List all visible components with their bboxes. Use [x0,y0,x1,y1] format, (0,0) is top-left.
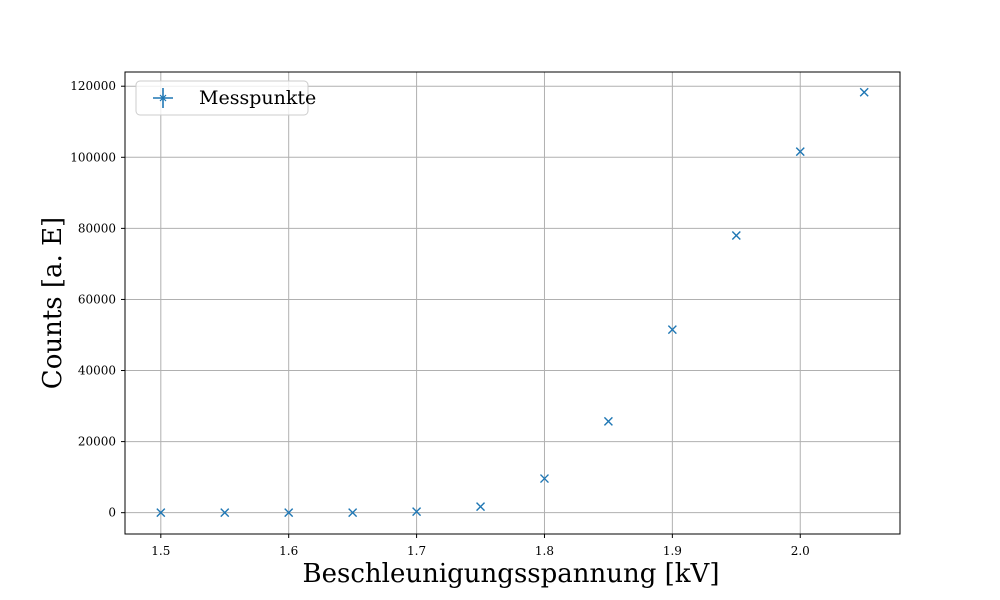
data-point [539,474,549,484]
data-point [348,508,358,518]
y-tick-label: 120000 [70,79,116,93]
data-point [731,230,741,240]
x-tick-label: 2.0 [791,544,810,558]
data-point-stroke [476,502,486,512]
x-tick-label: 1.6 [279,544,298,558]
data-point-stroke [667,325,677,335]
data-point [156,508,166,518]
x-tick-label: 1.7 [407,544,426,558]
x-axis: 1.5 1.6 1.7 1.8 1.9 2.0 [151,534,810,558]
data-point-stroke [859,87,869,97]
data-point-stroke [156,508,166,518]
data-points [156,87,869,518]
data-point [795,147,805,157]
data-point-stroke [412,507,422,517]
y-axis-label: Counts [a. E] [38,217,68,389]
data-point-stroke [284,508,294,518]
y-tick-label: 20000 [78,435,116,449]
data-point-stroke [220,508,230,518]
y-tick-label: 0 [108,506,116,520]
plot-area-frame [124,71,901,535]
y-tick-label: 40000 [78,364,116,378]
x-axis-label: Beschleunigungsspannung [kV] [303,559,720,589]
data-point [284,508,294,518]
y-tick-label: 80000 [78,221,116,235]
y-tick-label: 60000 [78,292,116,306]
y-axis: 0 20000 40000 60000 80000 100000 120000 [70,79,125,520]
data-point-stroke [539,474,549,484]
legend-marker-stroke [159,94,167,102]
legend-box [135,80,309,116]
data-point [859,87,869,97]
grid [125,72,900,534]
data-point [412,507,422,517]
y-tick-label: 100000 [70,150,116,164]
x-tick-label: 1.5 [151,544,170,558]
data-point-stroke [731,230,741,240]
data-point [476,502,486,512]
data-point [220,508,230,518]
legend-label-messpunkte: Messpunkte [199,87,316,109]
data-point-stroke [348,508,358,518]
data-point [603,416,613,426]
data-point-stroke [603,416,613,426]
x-tick-label: 1.8 [535,544,554,558]
x-tick-label: 1.9 [663,544,682,558]
data-point [667,325,677,335]
data-point-stroke [795,147,805,157]
legend: Messpunkte [135,80,316,116]
legend-marker-icon [153,88,173,108]
